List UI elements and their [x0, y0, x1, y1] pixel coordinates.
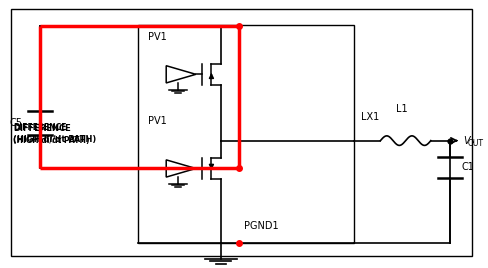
- Text: DIFFERENCE
(HIGH di/dt PATH): DIFFERENCE (HIGH di/dt PATH): [13, 124, 97, 144]
- Text: PGND1: PGND1: [244, 221, 278, 231]
- Text: C5: C5: [10, 118, 23, 128]
- Text: PV1: PV1: [148, 116, 166, 126]
- Text: PV1: PV1: [148, 32, 166, 43]
- Text: V: V: [463, 136, 469, 146]
- Text: LX1: LX1: [361, 112, 380, 122]
- Text: L1: L1: [396, 104, 408, 114]
- Text: DIFFERENCE
(HIGH di/dt PATH): DIFFERENCE (HIGH di/dt PATH): [13, 123, 90, 145]
- Text: OUT: OUT: [468, 139, 484, 148]
- Text: C1: C1: [461, 162, 474, 172]
- Bar: [138, 25, 354, 243]
